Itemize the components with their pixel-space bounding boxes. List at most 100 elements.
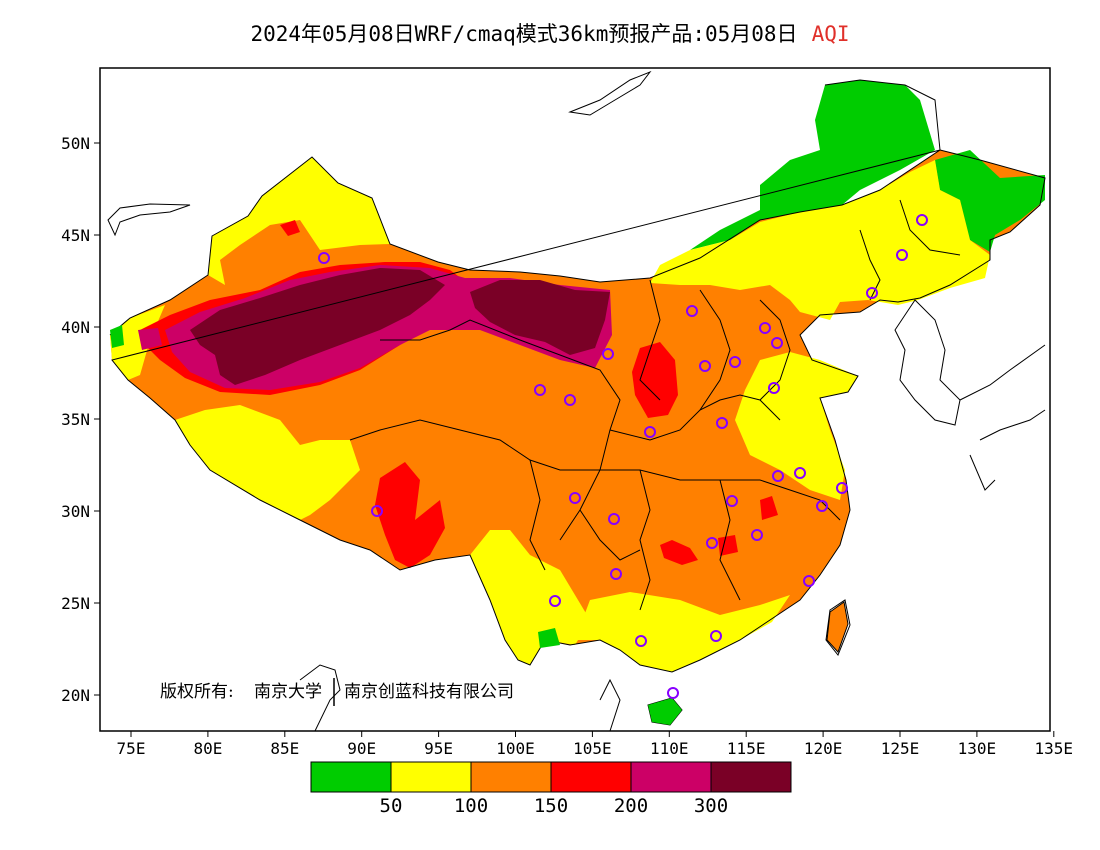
aqi-green-east: [935, 150, 1045, 252]
city-marker: [816, 500, 828, 512]
aqi-orange-taiwan: [826, 601, 849, 653]
aqi-yellow-northeast: [650, 160, 990, 320]
city-marker: [635, 635, 647, 647]
legend-swatch: [630, 761, 712, 793]
lon-tick-label: 125E: [881, 739, 920, 758]
province-line-6: [579, 509, 641, 561]
legend-swatch: [390, 761, 472, 793]
city-marker: [706, 537, 718, 549]
legend-swatch: [470, 761, 552, 793]
province-line-12: [529, 459, 546, 571]
city-marker: [751, 529, 763, 541]
province-line-9: [639, 279, 661, 401]
lon-tick-label: 110E: [650, 739, 689, 758]
city-marker: [726, 495, 738, 507]
copyright-prefix: 版权所有:: [160, 682, 234, 702]
aqi-legend: 50 100 150 200 300: [310, 761, 792, 817]
aqi-yellow-eastcoast: [735, 352, 858, 500]
lon-tick-label: 100E: [496, 739, 535, 758]
legend-label: 100: [454, 795, 488, 817]
lon-tick-label: 135E: [1035, 739, 1074, 758]
aqi-red-spot-1: [660, 540, 698, 565]
city-marker: [667, 687, 679, 699]
aqi-red-spot-3: [760, 496, 778, 520]
copyright-org1: 南京大学: [254, 682, 322, 702]
plot-frame: [99, 67, 1051, 732]
city-marker: [371, 505, 383, 517]
lon-tick-label: 115E: [727, 739, 766, 758]
legend-swatch: [310, 761, 392, 793]
longitude-axis: 75E 80E 85E 90E 95E 100E 105E 110E 115E 120E 125E 1…: [117, 731, 1074, 758]
aqi-red-shanxi: [632, 342, 678, 418]
city-marker: [896, 249, 908, 261]
city-marker: [768, 382, 780, 394]
province-line-2: [349, 419, 760, 481]
city-marker: [686, 305, 698, 317]
lat-tick-label: 20N: [61, 686, 90, 705]
legend-label: 300: [694, 795, 728, 817]
legend-swatch: [710, 761, 792, 793]
province-line-8: [759, 299, 791, 401]
lat-tick-label: 50N: [61, 134, 90, 153]
city-marker: [771, 337, 783, 349]
lat-tick-label: 45N: [61, 226, 90, 245]
metric-label: AQI: [811, 22, 850, 46]
boundary-lines: [107, 70, 1046, 731]
city-markers: [318, 214, 928, 699]
city-marker: [564, 394, 576, 406]
city-marker: [836, 482, 848, 494]
lon-tick-label: 75E: [117, 739, 146, 758]
city-marker: [602, 348, 614, 360]
legend-swatch: [550, 761, 632, 793]
aqi-yellow-south: [575, 592, 790, 672]
taiwan-island: [825, 599, 851, 656]
legend-label: 150: [534, 795, 568, 817]
province-line-11: [899, 199, 961, 256]
city-marker: [803, 575, 815, 587]
province-line-4: [639, 469, 651, 611]
lon-tick-label: 85E: [270, 739, 299, 758]
city-marker: [549, 595, 561, 607]
lon-tick-label: 90E: [347, 739, 376, 758]
aqi-maroon-alxa: [470, 280, 610, 355]
aqi-yellow-yunnan: [470, 530, 590, 665]
city-marker: [699, 360, 711, 372]
city-marker: [534, 384, 546, 396]
city-marker: [759, 322, 771, 334]
province-line-5: [719, 479, 741, 601]
legend-label: 200: [614, 795, 648, 817]
lat-tick-label: 30N: [61, 502, 90, 521]
province-line-7: [699, 289, 731, 411]
kazakh-lake: [107, 203, 191, 237]
map-layers: [110, 80, 1045, 672]
lat-tick-label: 35N: [61, 410, 90, 429]
city-marker: [710, 630, 722, 642]
aqi-red-spot-4: [280, 220, 300, 236]
lon-tick-label: 80E: [193, 739, 222, 758]
lat-tick-label: 25N: [61, 594, 90, 613]
city-marker: [794, 467, 806, 479]
aqi-red-tibet: [375, 462, 445, 568]
lon-tick-label: 95E: [424, 739, 453, 758]
map-title: 2024年05月08日WRF/cmaq模式36km预报产品:05月08日 AQI: [0, 18, 1100, 48]
lon-tick-label: 105E: [573, 739, 612, 758]
city-marker: [644, 426, 656, 438]
aqi-red-spot-2: [718, 535, 738, 556]
baikal-lake: [568, 70, 652, 116]
aqi-green-northeast: [690, 80, 935, 250]
city-marker: [772, 470, 784, 482]
lat-tick-label: 40N: [61, 318, 90, 337]
city-marker: [716, 417, 728, 429]
city-marker: [866, 287, 878, 299]
bay-coast: [299, 664, 341, 731]
province-line-3: [609, 394, 781, 441]
indochina-coast: [599, 678, 621, 731]
province-line-1: [380, 319, 621, 541]
china-outline: [109, 79, 1046, 673]
aqi-yellow-tibet: [175, 405, 360, 520]
latitude-axis: 50N 45N 40N 35N 30N 25N 20N: [61, 134, 100, 705]
legend-label: 50: [380, 795, 403, 817]
aqi-magenta-west: [138, 328, 162, 350]
city-marker: [608, 513, 620, 525]
